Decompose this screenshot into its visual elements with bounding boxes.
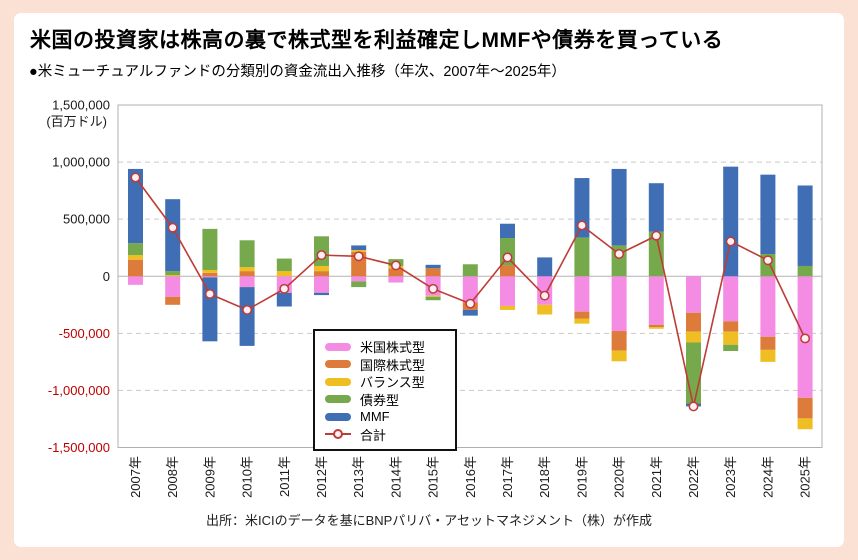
legend-label-mmf: MMF	[360, 409, 390, 425]
plot-border	[117, 104, 823, 448]
svg-text:2017年: 2017年	[500, 456, 515, 498]
x-axis-labels: 2007年 2008年 2009年 2010年 2011年 2012年 2013年 2014年…	[128, 456, 813, 498]
legend-label-us-equity: 米国株式型	[360, 340, 426, 356]
bar-2012年	[314, 236, 329, 296]
legend-swatch-bond	[325, 395, 351, 404]
svg-text:2010年: 2010年	[240, 456, 255, 498]
svg-text:2013年: 2013年	[351, 456, 366, 498]
svg-text:2011年: 2011年	[277, 456, 292, 497]
svg-text:2021年: 2021年	[649, 456, 664, 498]
legend-label-balanced: バランス型	[360, 375, 425, 391]
chart-subtitle: ●米ミューチュアルファンドの分類別の資金流出入推移（年次、2007年～2025年…	[29, 64, 566, 80]
source-note: 出所：米ICIのデータを基にBNPパリバ・アセットマネジメント（株）が作成	[205, 513, 653, 528]
legend-item-mmf: MMF	[325, 408, 445, 426]
page-title: 米国の投資家は株高の裏で株式型を利益確定しMMFや債券を買っている	[30, 29, 724, 52]
bar-2023年	[723, 166, 739, 352]
bar-2010年	[239, 240, 255, 346]
legend-swatch-mmf	[325, 412, 351, 421]
legend-label-intl-equity: 国際株式型	[360, 357, 426, 373]
bar-2022年	[686, 276, 701, 407]
svg-text:2012年: 2012年	[314, 456, 329, 498]
legend-label-total: 合計	[360, 427, 387, 443]
svg-text:2014年: 2014年	[388, 456, 403, 498]
svg-text:2015年: 2015年	[426, 456, 441, 498]
svg-text:0: 0	[103, 269, 110, 284]
bar-2007年	[128, 168, 143, 285]
legend-item-balanced: バランス型	[325, 373, 445, 391]
legend-line-sample-total	[325, 429, 351, 440]
bar-2008年	[165, 199, 181, 305]
svg-text:1,000,000: 1,000,000	[52, 155, 110, 170]
bar-2021年	[648, 183, 664, 329]
bar-2024年	[760, 174, 776, 362]
svg-text:2025年: 2025年	[798, 456, 813, 498]
legend-swatch-us-equity	[325, 342, 351, 351]
svg-text:2009年: 2009年	[202, 456, 217, 498]
svg-text:-500,000: -500,000	[59, 326, 110, 341]
svg-text:(百万ドル): (百万ドル)	[46, 114, 107, 129]
svg-text:500,000: 500,000	[63, 212, 110, 227]
svg-text:1,500,000: 1,500,000	[52, 98, 110, 113]
total-line-markers	[130, 172, 811, 412]
svg-text:2023年: 2023年	[723, 456, 738, 498]
bar-2011年	[276, 258, 292, 307]
svg-text:2022年: 2022年	[686, 456, 701, 498]
svg-text:2007年: 2007年	[128, 456, 143, 498]
legend-swatch-intl-equity	[325, 360, 351, 369]
bar-2020年	[611, 168, 627, 362]
legend-item-bond: 債券型	[325, 391, 445, 409]
legend-item-intl-equity: 国際株式型	[325, 356, 445, 374]
svg-text:2016年: 2016年	[463, 456, 478, 498]
bar-2017年	[500, 223, 515, 310]
bar-2019年	[574, 178, 590, 324]
y-axis-tick-labels: -1,500,000 -1,000,000 -500,000 0 500,000 1,00…	[46, 98, 110, 456]
bar-2015年	[425, 264, 441, 301]
legend-item-total: 合計	[325, 426, 445, 444]
bar-2025年	[797, 185, 813, 430]
svg-text:2020年: 2020年	[612, 456, 627, 498]
legend-swatch-balanced	[325, 377, 351, 386]
svg-text:2008年: 2008年	[165, 456, 180, 498]
legend-item-us-equity: 米国株式型	[325, 338, 445, 356]
svg-text:2024年: 2024年	[760, 456, 775, 498]
svg-text:2018年: 2018年	[537, 456, 552, 498]
stacked-bars	[128, 166, 813, 430]
svg-text:2019年: 2019年	[574, 456, 589, 498]
svg-text:-1,500,000: -1,500,000	[48, 440, 110, 455]
legend-label-bond: 債券型	[360, 392, 400, 408]
legend: 米国株式型 国際株式型バランス型 債券型 MMF 合計	[313, 329, 457, 451]
svg-text:-1,000,000: -1,000,000	[48, 383, 110, 398]
